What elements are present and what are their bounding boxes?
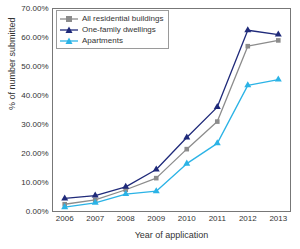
svg-text:2013: 2013 [269,214,287,223]
svg-text:2008: 2008 [117,214,135,223]
svg-text:20.00%: 20.00% [21,149,48,158]
html-text:One-family dwellings: One-family dwellings [82,25,156,34]
svg-text:2009: 2009 [147,214,165,223]
svg-text:40.00%: 40.00% [21,91,48,100]
svg-text:60.00%: 60.00% [21,33,48,42]
svg-text:70.00%: 70.00% [21,4,48,13]
html-text:All residential buildings: All residential buildings [82,14,164,23]
svg-text:0.00%: 0.00% [26,207,49,216]
svg-text:2006: 2006 [56,214,74,223]
svg-text:30.00%: 30.00% [21,120,48,129]
svg-text:2012: 2012 [239,214,257,223]
svg-text:2007: 2007 [86,214,104,223]
html-text:Apartments: Apartments [82,36,123,45]
svg-text:Year of application: Year of application [135,230,209,240]
svg-text:% of number submitted: % of number submitted [7,17,17,110]
svg-text:50.00%: 50.00% [21,62,48,71]
svg-text:2010: 2010 [178,214,196,223]
svg-text:10.00%: 10.00% [21,178,48,187]
svg-text:2011: 2011 [209,214,227,223]
